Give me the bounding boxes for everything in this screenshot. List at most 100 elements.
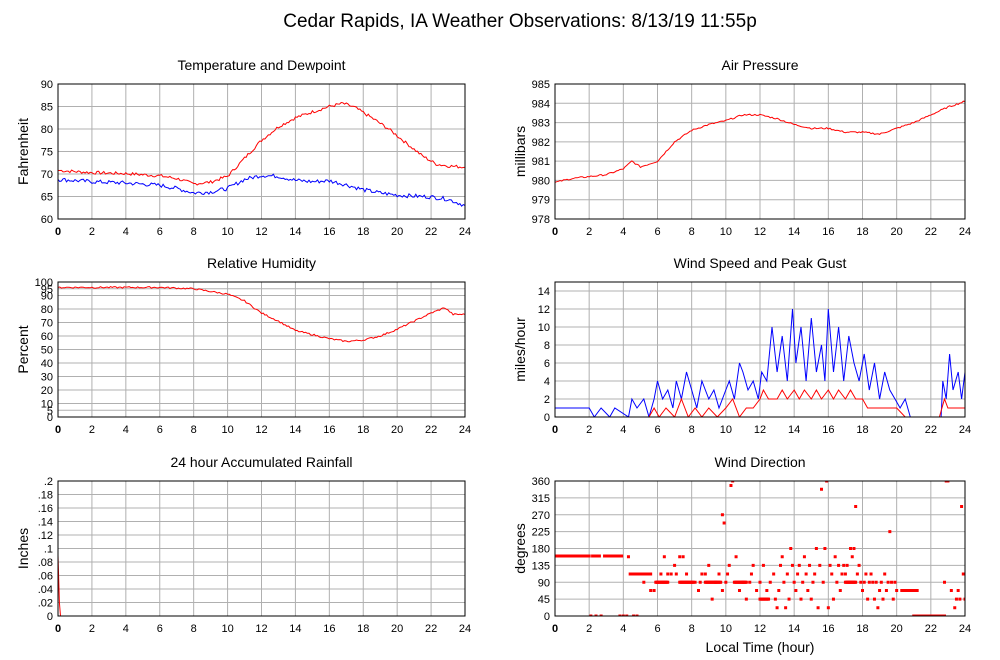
scatter-point bbox=[789, 547, 793, 550]
scatter-point bbox=[698, 580, 702, 584]
scatter-point bbox=[773, 597, 777, 601]
y-tick-label: 60 bbox=[41, 331, 53, 343]
y-tick-label: 90 bbox=[41, 79, 53, 91]
scatter-point bbox=[649, 589, 653, 592]
plot-frame bbox=[57, 83, 466, 220]
y-tick-label: 6 bbox=[544, 358, 550, 370]
scatter-point bbox=[864, 572, 868, 576]
scatter-point bbox=[787, 597, 791, 601]
plot-area bbox=[555, 100, 965, 183]
scatter-point bbox=[782, 580, 786, 584]
chart-title: Temperature and Dewpoint bbox=[177, 57, 345, 73]
x-tick-label: 6 bbox=[654, 623, 660, 635]
scatter-point bbox=[621, 614, 625, 616]
scatter-point bbox=[589, 614, 593, 616]
x-tick-label: 16 bbox=[822, 623, 834, 635]
scatter-point bbox=[849, 547, 853, 550]
scatter-point bbox=[890, 580, 894, 584]
x-tick-label: 6 bbox=[654, 424, 660, 436]
plot-frame bbox=[57, 281, 466, 418]
x-tick-label: 18 bbox=[357, 424, 369, 436]
scatter-point bbox=[826, 606, 830, 610]
y-tick-label: 982 bbox=[532, 137, 550, 149]
plot-frame bbox=[554, 480, 966, 617]
scatter-point bbox=[830, 572, 834, 576]
x-tick-label: 0 bbox=[552, 623, 558, 635]
scatter-point bbox=[767, 597, 771, 601]
x-tick-label: 12 bbox=[255, 226, 267, 238]
y-tick-label: .04 bbox=[38, 584, 53, 596]
y-tick-label: 270 bbox=[532, 510, 550, 522]
scatter-point bbox=[775, 606, 779, 610]
y-tick-label: 12 bbox=[538, 304, 550, 316]
scatter-point bbox=[777, 589, 781, 592]
y-tick-label: 0 bbox=[544, 611, 550, 623]
scatter-point bbox=[780, 555, 784, 559]
scatter-point bbox=[960, 505, 964, 508]
scatter-point bbox=[884, 589, 888, 592]
scatter-point bbox=[724, 580, 728, 584]
x-tick-label: 22 bbox=[425, 226, 437, 238]
scatter-point bbox=[847, 580, 851, 584]
x-tick-label: 2 bbox=[89, 226, 95, 238]
x-tick-label: 16 bbox=[323, 623, 335, 635]
x-tick-label: 6 bbox=[157, 424, 163, 436]
scatter-point bbox=[594, 614, 598, 616]
scatter-point bbox=[888, 530, 892, 534]
scatter-point bbox=[726, 572, 730, 576]
series-line bbox=[58, 173, 465, 207]
x-tick-label: 10 bbox=[720, 226, 732, 238]
scatter-point bbox=[697, 589, 700, 592]
scatter-point bbox=[808, 563, 812, 567]
series-line bbox=[58, 101, 465, 186]
y-tick-label: 45 bbox=[538, 594, 550, 606]
scatter-point bbox=[722, 521, 726, 525]
chart-title: Air Pressure bbox=[721, 57, 798, 73]
x-tick-label: 12 bbox=[255, 424, 267, 436]
scatter-point bbox=[625, 614, 629, 616]
chart-pressure: Air Pressure millibars 978 979 980 981 982 983 9… bbox=[512, 57, 971, 238]
scatter-point bbox=[738, 589, 741, 592]
x-tick-label: 8 bbox=[191, 226, 197, 238]
scatter-point bbox=[693, 580, 697, 584]
scatter-point bbox=[652, 589, 656, 592]
x-tick-label: 18 bbox=[856, 424, 868, 436]
y-tick-label: 979 bbox=[532, 195, 550, 207]
plot-frame bbox=[554, 83, 966, 220]
x-tick-label: 4 bbox=[123, 226, 129, 238]
y-tick-label: 80 bbox=[41, 124, 53, 136]
scatter-point bbox=[784, 606, 788, 610]
plot-area bbox=[58, 555, 465, 616]
x-tick-label: 10 bbox=[720, 424, 732, 436]
plot-area bbox=[58, 101, 465, 207]
y-axis-label: miles/hour bbox=[512, 317, 528, 382]
scatter-point bbox=[843, 572, 847, 576]
x-tick-label: 10 bbox=[221, 226, 233, 238]
scatter-point bbox=[734, 555, 738, 559]
y-tick-label: 360 bbox=[532, 476, 550, 488]
x-tick-label: 16 bbox=[323, 226, 335, 238]
scatter-point bbox=[666, 572, 670, 576]
scatter-point bbox=[700, 572, 704, 576]
scatter-point bbox=[838, 589, 842, 592]
x-tick-label: 6 bbox=[157, 623, 163, 635]
scatter-point bbox=[842, 563, 846, 567]
scatter-point bbox=[741, 580, 745, 584]
x-tick-label: 0 bbox=[55, 226, 61, 238]
y-axis-label: Fahrenheit bbox=[15, 118, 31, 185]
scatter-point bbox=[879, 580, 883, 584]
x-tick-label: 14 bbox=[788, 623, 800, 635]
scatter-point bbox=[703, 572, 707, 576]
x-tick-label: 22 bbox=[925, 424, 937, 436]
scatter-point bbox=[674, 572, 678, 576]
x-tick-label: 24 bbox=[459, 424, 471, 436]
scatter-point bbox=[949, 589, 953, 592]
x-tick-label: 4 bbox=[620, 424, 626, 436]
x-tick-label: 18 bbox=[856, 623, 868, 635]
scatter-point bbox=[597, 554, 601, 558]
scatter-point bbox=[662, 555, 666, 559]
y-axis-label: Percent bbox=[15, 325, 31, 373]
scatter-point bbox=[929, 614, 933, 616]
scatter-point bbox=[852, 547, 856, 550]
